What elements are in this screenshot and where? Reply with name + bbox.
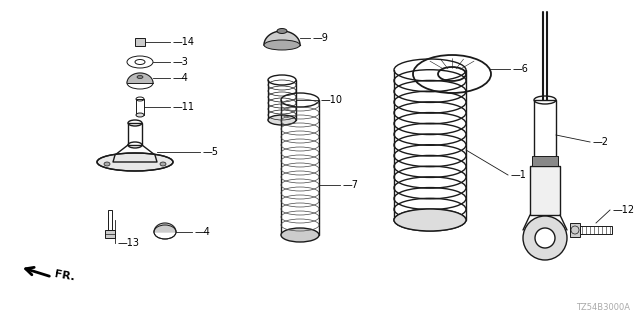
Bar xyxy=(532,156,558,166)
Text: —14: —14 xyxy=(173,37,195,47)
Text: TZ54B3000A: TZ54B3000A xyxy=(576,303,630,312)
Text: —12: —12 xyxy=(613,205,635,215)
Bar xyxy=(534,100,556,172)
Ellipse shape xyxy=(277,28,287,34)
Circle shape xyxy=(523,216,567,260)
Bar xyxy=(530,166,560,215)
Ellipse shape xyxy=(264,40,300,50)
Ellipse shape xyxy=(97,153,173,171)
Text: —2: —2 xyxy=(593,137,609,147)
Text: —9: —9 xyxy=(313,33,329,43)
Ellipse shape xyxy=(136,113,144,117)
Bar xyxy=(570,223,580,237)
Ellipse shape xyxy=(281,228,319,242)
Text: —4: —4 xyxy=(195,227,211,237)
Text: —3: —3 xyxy=(173,57,189,67)
Text: FR.: FR. xyxy=(54,269,76,283)
Text: —5: —5 xyxy=(203,147,219,157)
Text: —7: —7 xyxy=(343,180,359,190)
Text: —10: —10 xyxy=(321,95,343,105)
Bar xyxy=(580,226,612,234)
Circle shape xyxy=(535,228,555,248)
Ellipse shape xyxy=(104,162,110,166)
Bar xyxy=(136,99,144,115)
Polygon shape xyxy=(154,223,176,232)
Text: —13: —13 xyxy=(118,238,140,248)
Polygon shape xyxy=(127,73,153,83)
Bar xyxy=(135,38,145,46)
Bar xyxy=(128,123,142,145)
Text: —6: —6 xyxy=(513,64,529,74)
Polygon shape xyxy=(264,31,300,45)
Text: —4: —4 xyxy=(173,73,189,83)
Text: —11: —11 xyxy=(173,102,195,112)
Bar xyxy=(108,210,112,230)
Text: —1: —1 xyxy=(511,170,527,180)
Ellipse shape xyxy=(394,209,466,231)
Bar xyxy=(105,230,115,238)
Ellipse shape xyxy=(160,162,166,166)
Ellipse shape xyxy=(268,115,296,125)
Ellipse shape xyxy=(137,76,143,78)
